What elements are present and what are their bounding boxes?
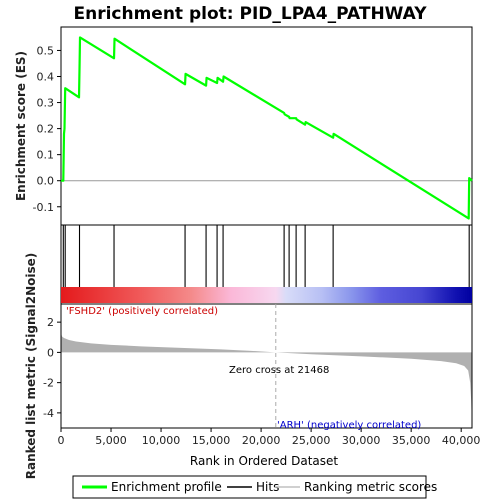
- legend-enrichment-label: Enrichment profile: [111, 480, 222, 494]
- positive-label: 'FSHD2' (positively correlated): [66, 306, 218, 317]
- x-tick-label: 40,000: [442, 434, 481, 447]
- enrichment-profile-line: [61, 36, 473, 220]
- es-panel-frame: [60, 26, 473, 226]
- metric-y-tick-label: -2: [43, 377, 54, 390]
- es-y-tick-label: 0.1: [37, 149, 55, 162]
- es-y-tick-label: 0.2: [37, 123, 55, 136]
- legend-hits-label: Hits: [256, 480, 279, 494]
- zero-cross-label: Zero cross at 21468: [229, 365, 329, 376]
- rank-heat-bar: [61, 287, 472, 303]
- x-tick-label: 0: [58, 434, 65, 447]
- negative-label: 'ARH' (negatively correlated): [277, 420, 421, 431]
- metric-y-tick-label: 2: [47, 316, 54, 329]
- es-y-tick-label: 0.3: [37, 97, 55, 110]
- ranked-metric-area: [61, 332, 472, 427]
- metric-axis-label: Ranked list metric (Signal2Noise): [24, 253, 38, 480]
- es-y-tick-label: -0.1: [33, 201, 54, 214]
- metric-panel-frame: [60, 303, 473, 429]
- legend-metric-label: Ranking metric scores: [304, 480, 437, 494]
- es-y-tick-label: 0.5: [37, 44, 55, 57]
- x-tick-label: 35,000: [392, 434, 431, 447]
- x-axis-label: Rank in Ordered Dataset: [190, 454, 338, 468]
- x-tick-label: 5,000: [95, 434, 127, 447]
- chart-title: Enrichment plot: PID_LPA4_PATHWAY: [73, 4, 427, 24]
- es-axis-label: Enrichment score (ES): [14, 51, 28, 201]
- x-tick-label: 15,000: [192, 434, 231, 447]
- es-y-tick-label: 0.4: [37, 71, 55, 84]
- legend: Enrichment profile Hits Ranking metric s…: [72, 475, 437, 499]
- x-tick-label: 25,000: [292, 434, 331, 447]
- metric-y-tick-label: -4: [43, 407, 54, 420]
- x-tick-label: 20,000: [242, 434, 281, 447]
- metric-y-tick-label: 0: [47, 346, 54, 359]
- x-tick-label: 10,000: [142, 434, 181, 447]
- es-y-tick-label: 0.0: [37, 175, 55, 188]
- x-tick-label: 30,000: [342, 434, 381, 447]
